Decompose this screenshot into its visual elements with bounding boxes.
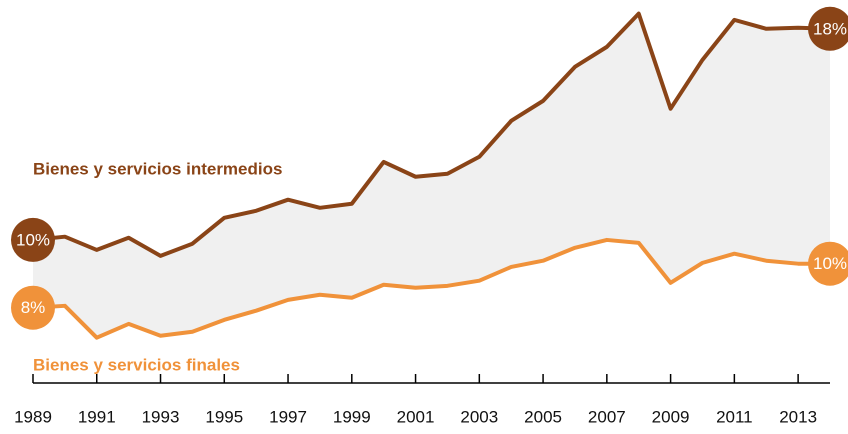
x-tick-label: 2005 [524,407,562,426]
end-marker [11,285,55,330]
value-label: 10% [16,230,50,249]
end-marker [808,6,848,51]
x-tick-label: 1993 [142,407,180,426]
x-tick-label: 2009 [652,407,690,426]
x-tick-label: 2001 [397,407,435,426]
x-tick-label: 1997 [269,407,307,426]
value-label: 10% [813,254,847,273]
series-label: Bienes y servicios finales [33,355,240,374]
x-tick-label: 1989 [14,407,52,426]
x-tick-label: 2007 [588,407,626,426]
x-tick-label: 1995 [205,407,243,426]
end-marker [808,241,848,286]
x-tick-label: 1991 [78,407,116,426]
series-label: Bienes y servicios intermedios [33,159,282,178]
value-label: 8% [21,298,46,317]
x-tick-label: 1999 [333,407,371,426]
x-tick-label: 2013 [779,407,817,426]
series-line [32,11,831,258]
x-tick-label: 2003 [460,407,498,426]
x-tick-label: 2011 [716,407,753,426]
series-line [32,237,830,340]
end-marker [11,217,55,262]
value-label: 18% [813,19,847,38]
